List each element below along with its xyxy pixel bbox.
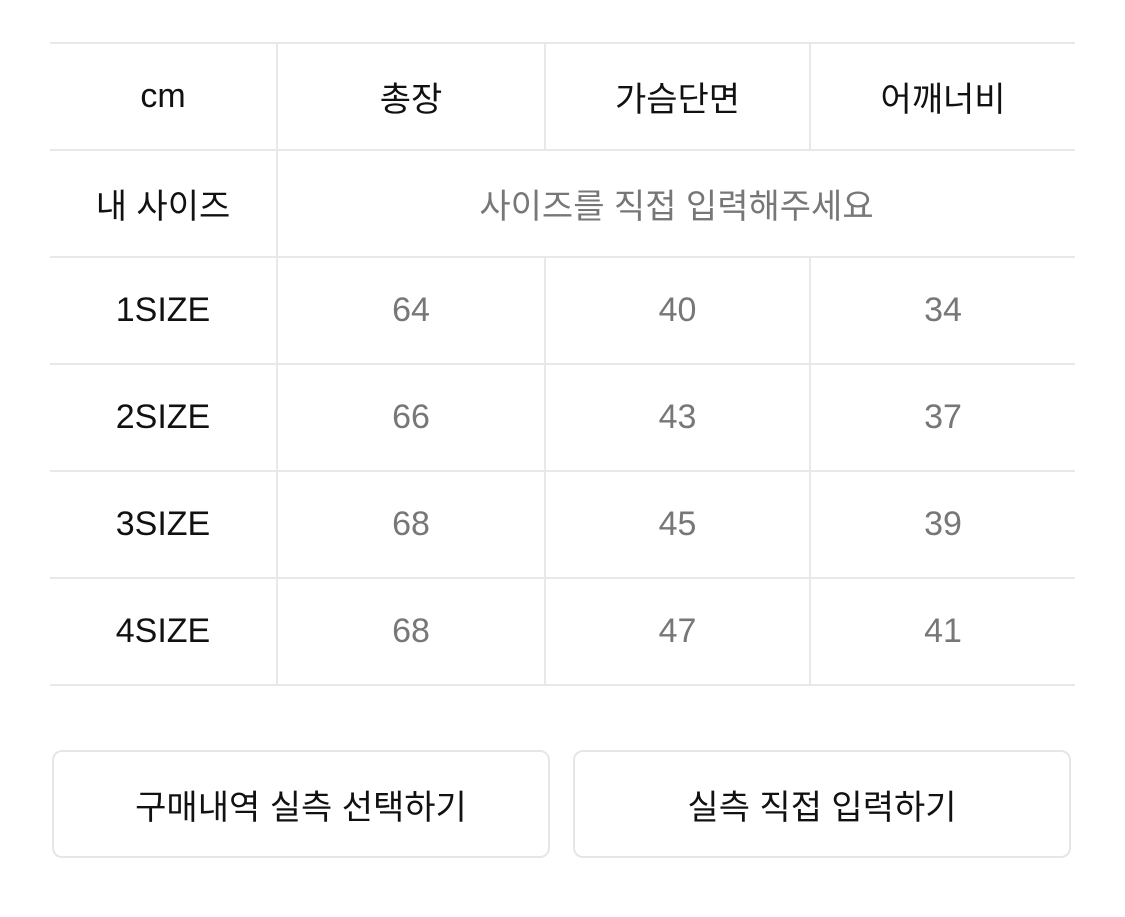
table-row: 1SIZE 64 40 34	[50, 256, 1075, 365]
size-label: 2SIZE	[50, 363, 277, 472]
cell-shoulder: 34	[809, 256, 1075, 365]
cell-length: 64	[276, 256, 545, 365]
direct-input-button[interactable]: 실측 직접 입력하기	[573, 750, 1071, 858]
my-size-row[interactable]: 내 사이즈 사이즈를 직접 입력해주세요	[50, 149, 1075, 258]
select-purchase-history-button[interactable]: 구매내역 실측 선택하기	[52, 750, 550, 858]
unit-header: cm	[50, 42, 277, 151]
cell-length: 68	[276, 577, 545, 686]
column-header-chest: 가슴단면	[544, 42, 810, 151]
table-row: 4SIZE 68 47 41	[50, 577, 1075, 686]
size-table: cm 총장 가슴단면 어깨너비 내 사이즈 사이즈를 직접 입력해주세요 1SI…	[50, 42, 1075, 686]
cell-chest: 47	[544, 577, 810, 686]
cell-chest: 43	[544, 363, 810, 472]
table-row: 3SIZE 68 45 39	[50, 470, 1075, 579]
my-size-placeholder[interactable]: 사이즈를 직접 입력해주세요	[276, 149, 1075, 258]
column-header-shoulder: 어깨너비	[809, 42, 1075, 151]
cell-length: 66	[276, 363, 545, 472]
column-header-length: 총장	[276, 42, 545, 151]
size-label: 4SIZE	[50, 577, 277, 686]
cell-chest: 45	[544, 470, 810, 579]
header-row: cm 총장 가슴단면 어깨너비	[50, 42, 1075, 151]
cell-shoulder: 37	[809, 363, 1075, 472]
cell-chest: 40	[544, 256, 810, 365]
size-label: 3SIZE	[50, 470, 277, 579]
table-row: 2SIZE 66 43 37	[50, 363, 1075, 472]
cell-shoulder: 41	[809, 577, 1075, 686]
my-size-label: 내 사이즈	[50, 149, 277, 258]
cell-length: 68	[276, 470, 545, 579]
cell-shoulder: 39	[809, 470, 1075, 579]
size-label: 1SIZE	[50, 256, 277, 365]
